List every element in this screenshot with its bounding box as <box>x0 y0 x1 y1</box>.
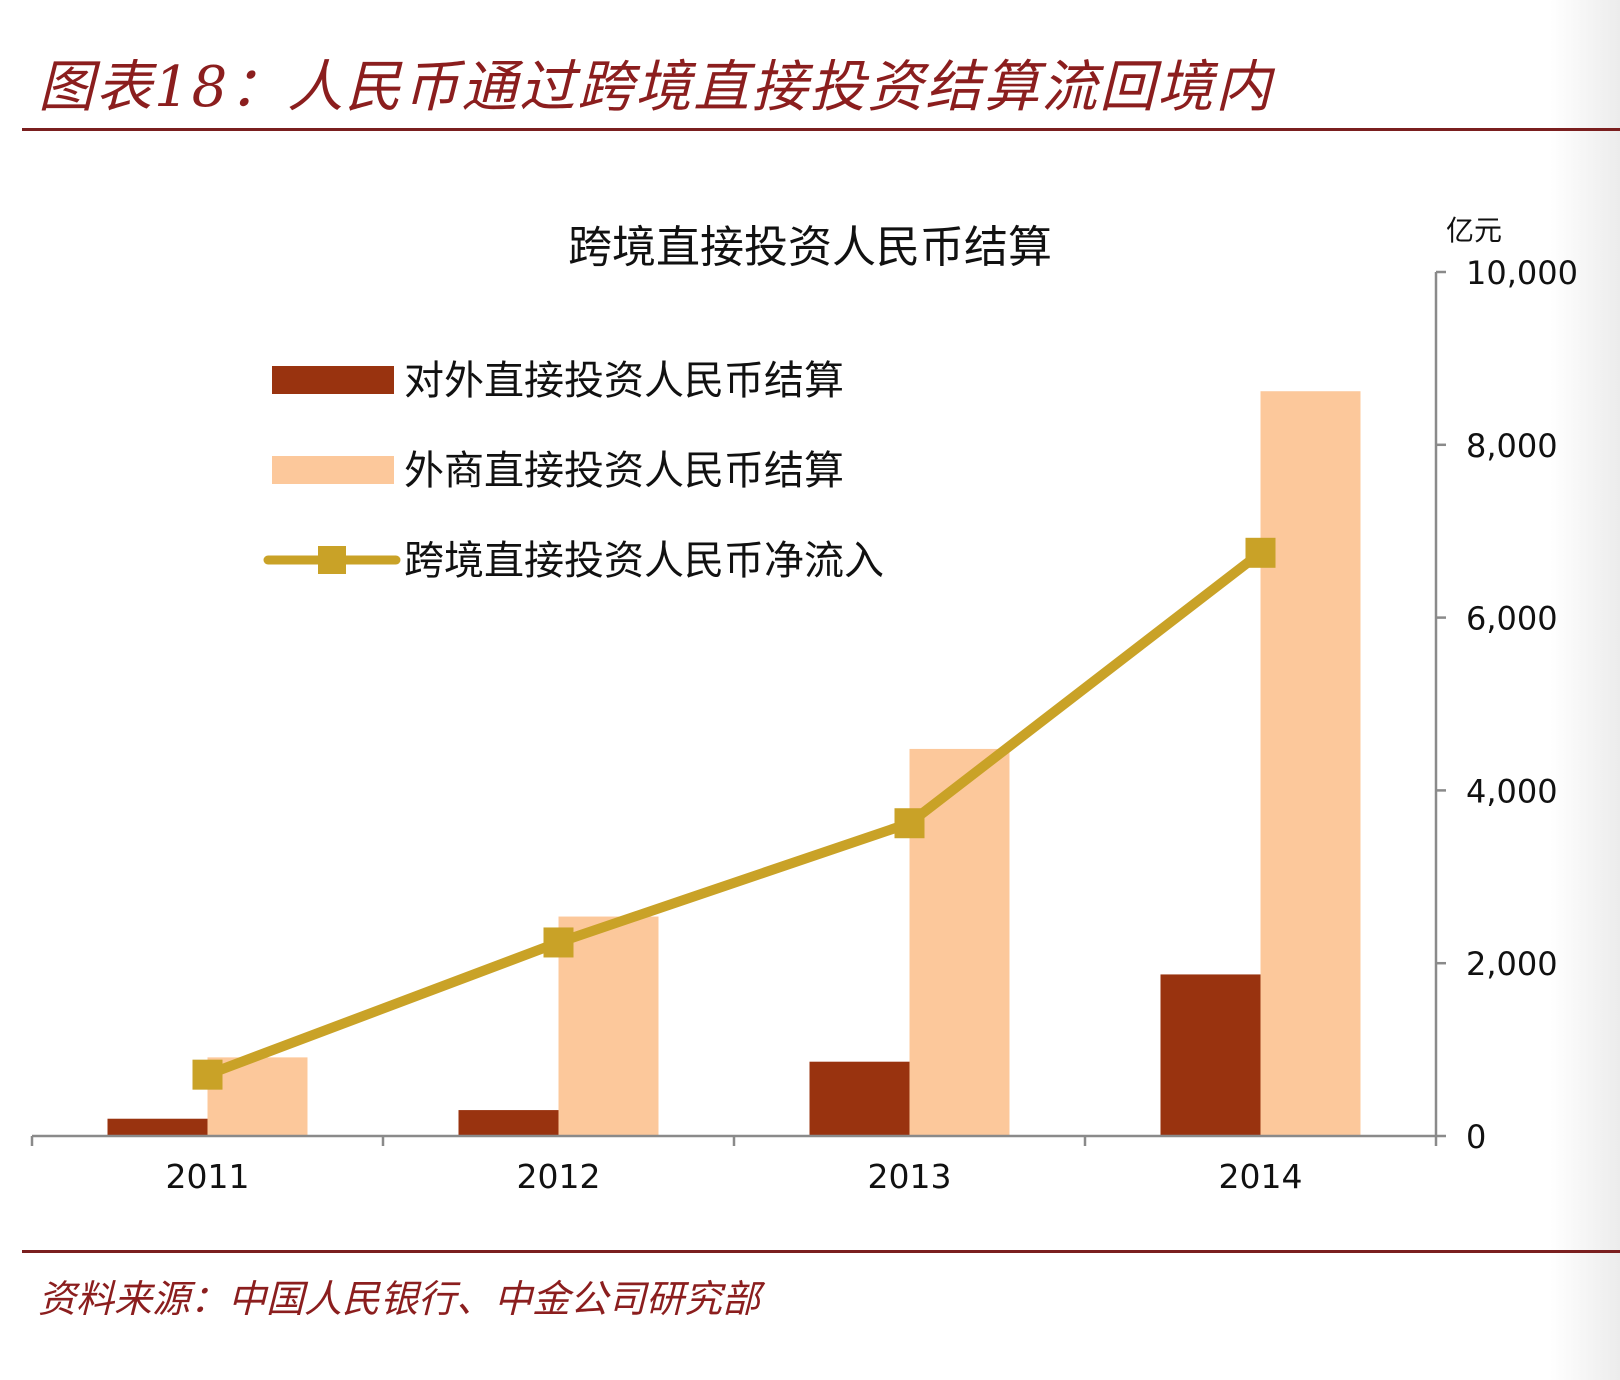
y-tick-label-8000: 8,000 <box>1466 427 1558 465</box>
net-inflow-marker-2011 <box>192 1059 223 1090</box>
page-edge-shadow <box>1550 0 1620 1380</box>
figure-title: 图表18：人民币通过跨境直接投资结算流回境内 <box>38 55 1274 120</box>
x-tick-label-2012: 2012 <box>517 1157 601 1196</box>
legend-label-inward-fdi: 外商直接投资人民币结算 <box>404 448 844 494</box>
y-tick-label-10000: 10,000 <box>1466 254 1578 292</box>
y-tick-label-2000: 2,000 <box>1466 945 1558 983</box>
bar-outward-fdi-2011 <box>107 1118 208 1136</box>
x-tick-label-2011: 2011 <box>166 1157 250 1196</box>
net-inflow-marker-2014 <box>1245 537 1276 568</box>
bar-inward-fdi-2014 <box>1260 391 1361 1136</box>
legend-label-outward-fdi: 对外直接投资人民币结算 <box>404 358 844 404</box>
legend-swatch-inward-fdi <box>272 456 394 484</box>
bar-outward-fdi-2012 <box>458 1110 559 1136</box>
source-divider <box>22 1250 1620 1253</box>
tick-labels-layer: 2011 2012 2013 2014 0 2,000 4,000 6,000 8,000 10,… <box>166 254 1578 1196</box>
net-inflow-line <box>205 548 1264 1080</box>
x-tick-label-2014: 2014 <box>1219 1157 1303 1196</box>
net-inflow-marker-2012 <box>543 927 574 958</box>
source-note: 资料来源：中国人民银行、中金公司研究部 <box>38 1277 761 1321</box>
y-tick-label-6000: 6,000 <box>1466 600 1558 638</box>
bar-outward-fdi-2014 <box>1160 974 1261 1136</box>
y-tick-label-0: 0 <box>1466 1118 1486 1156</box>
line-layer <box>192 537 1276 1090</box>
bar-inward-fdi-2012 <box>558 916 659 1136</box>
y-axis-unit: 亿元 <box>1446 214 1502 247</box>
bars-layer <box>107 391 1361 1136</box>
title-divider <box>22 128 1620 131</box>
legend-marker-net-inflow <box>318 546 346 574</box>
x-tick-label-2013: 2013 <box>868 1157 952 1196</box>
legend-label-net-inflow: 跨境直接投资人民币净流入 <box>404 538 884 584</box>
legend-swatch-outward-fdi <box>272 366 394 394</box>
chart-title: 跨境直接投资人民币结算 <box>568 222 1052 273</box>
axes-layer <box>30 270 1446 1146</box>
legend: 对外直接投资人民币结算 外商直接投资人民币结算 跨境直接投资人民币净流入 <box>263 358 884 584</box>
net-inflow-marker-2013 <box>894 808 925 839</box>
y-tick-label-4000: 4,000 <box>1466 772 1558 810</box>
bar-outward-fdi-2013 <box>809 1061 910 1136</box>
